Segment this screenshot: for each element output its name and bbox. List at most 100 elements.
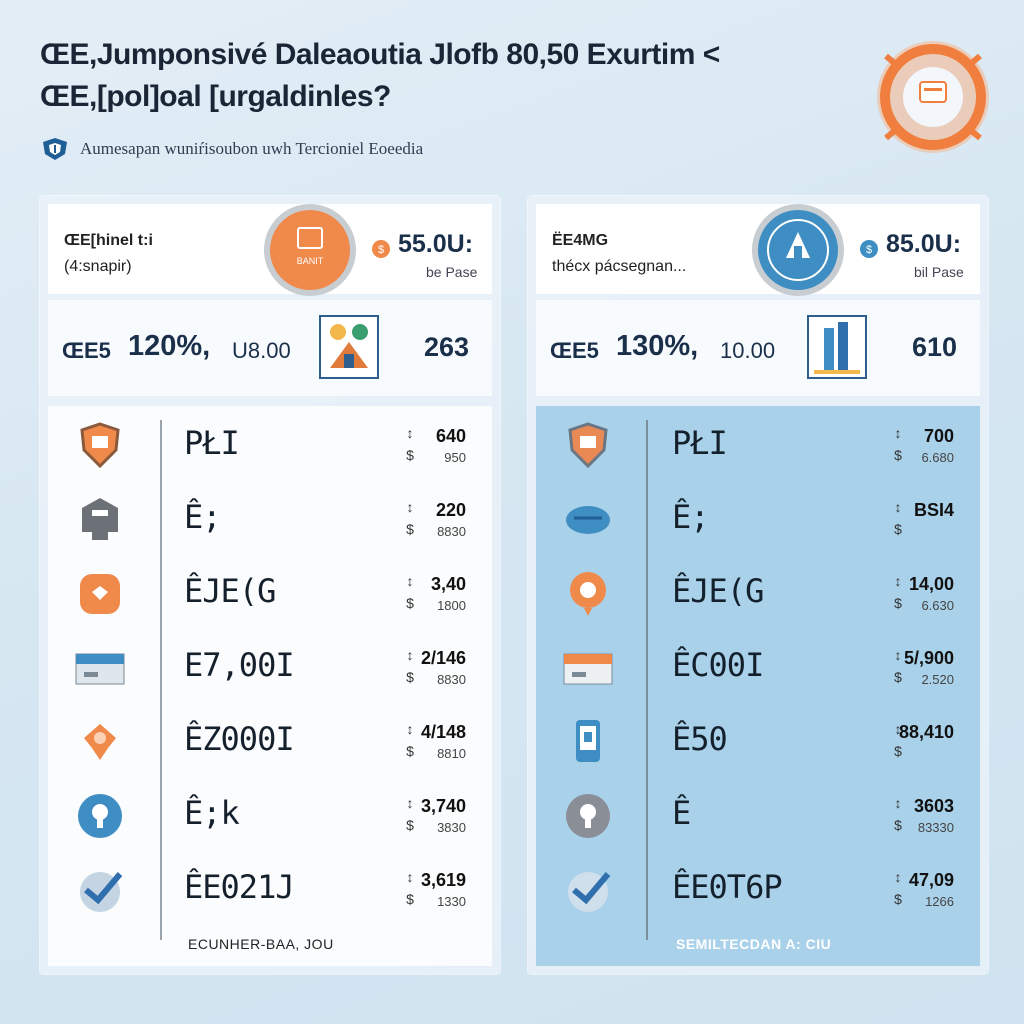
- list-item[interactable]: Ê ↕ $ 3603 83330: [536, 780, 980, 850]
- list-item-value: 220: [435, 500, 466, 520]
- plan-feature-list: PŁI ↕ $ 640 950 Ê; ↕ $ 220 8830 ÊJE(G ↕ $ 3…: [48, 406, 492, 966]
- summary-card: ŒE5 130%, 10.00 610: [536, 300, 980, 396]
- list-item[interactable]: ÊE0T6P ↕ $ 47,09 1266: [536, 854, 980, 924]
- list-item-subvalue: 1266: [925, 894, 954, 909]
- list-item-value: 700: [923, 426, 954, 446]
- plan-medal-text: BANIT: [297, 256, 324, 266]
- list-item-subvalue: 1800: [437, 598, 466, 613]
- list-item-value: 14,00: [908, 574, 954, 594]
- check-icon: [568, 872, 611, 912]
- badge-icon: [80, 574, 120, 614]
- list-item-value: 3,619: [420, 870, 466, 890]
- list-item[interactable]: Ê;k ↕ $ 3,740 3830: [48, 780, 492, 850]
- plan-feature-list: PŁI ↕ $ 700 6.680 Ê; ↕ $ BSI4 ÊJE(G ↕ $ 14,…: [536, 406, 980, 966]
- list-item[interactable]: Ê; ↕ $ BSI4: [536, 484, 980, 554]
- house-icon: [82, 498, 118, 540]
- dollar-icon: ↕ $: [894, 869, 902, 907]
- shield-icon: [568, 422, 608, 469]
- plan-column-right: ËE4MG thécx pácsegnan... $ 85.0U: bil Pa…: [528, 196, 988, 974]
- list-divider: [646, 420, 648, 940]
- list-item[interactable]: ÊE021J ↕ $ 3,619 1330: [48, 854, 492, 924]
- dollar-icon: ↕ $: [406, 721, 414, 759]
- list-item[interactable]: E7,00I ↕ $ 2/146 8830: [48, 632, 492, 702]
- dollar-icon: ↕ $: [406, 795, 414, 833]
- list-item-label: Ê;k: [184, 794, 240, 832]
- plan-price-period: bil Pase: [914, 264, 964, 280]
- dollar-icon: ↕ $: [406, 499, 414, 537]
- list-item[interactable]: Ê50 ↕ $ 88,410: [536, 706, 980, 776]
- list-item-label: Ê;: [672, 498, 710, 536]
- list-item-subvalue: 3830: [437, 820, 466, 835]
- list-item[interactable]: PŁI ↕ $ 640 950: [48, 410, 492, 480]
- list-item-subvalue: 2.520: [921, 672, 954, 687]
- list-item-value: 2/146: [420, 648, 466, 668]
- summary-count: 263: [424, 332, 470, 362]
- list-item[interactable]: ÊC00I ↕ $ 5/,900 2.520: [536, 632, 980, 702]
- list-item-subvalue: 8830: [437, 672, 466, 687]
- card-icon: [563, 653, 613, 685]
- plan-medal-icon: BANIT: [264, 204, 356, 296]
- phone-icon: [576, 720, 600, 762]
- plan-price: 85.0U:: [886, 230, 962, 258]
- bulb-icon: [78, 794, 122, 838]
- building-icon: [319, 315, 379, 379]
- list-item-label: PŁI: [672, 424, 728, 462]
- page-header: ŒE,Jumponsivé Daleaoutia Jlofb 80,50 Exu…: [40, 34, 820, 162]
- list-item-subvalue: 1330: [437, 894, 466, 909]
- list-item-label: ÊJE(G: [672, 572, 764, 610]
- shield-icon: [43, 138, 67, 160]
- dollar-icon: ↕ $: [406, 869, 414, 907]
- page-title-line-1: ŒE,Jumponsivé Daleaoutia Jlofb 80,50 Exu…: [40, 38, 720, 71]
- list-item-label: ÊE021J: [184, 868, 295, 906]
- plan-card[interactable]: ŒE[hinel t:i (4:snapir) BANIT $ 55.0U: b…: [48, 204, 492, 296]
- summary-card: ŒE5 120%, U8.00 263: [48, 300, 492, 396]
- summary-amount: 10.00: [720, 338, 776, 363]
- list-item-value: 5/,900: [903, 648, 954, 668]
- dollar-icon: ↕ $: [894, 721, 902, 759]
- plan-name: ŒE[hinel t:i: [64, 232, 153, 249]
- list-item-label: Ê: [672, 794, 691, 832]
- list-item-subvalue: 950: [444, 450, 466, 465]
- plan-price: 55.0U:: [398, 230, 474, 258]
- hand-icon: [84, 724, 116, 760]
- plan-card[interactable]: ËE4MG thécx pácsegnan... $ 85.0U: bil Pa…: [536, 204, 980, 296]
- summary-percentage: 120%,: [128, 330, 211, 362]
- check-icon: [80, 872, 123, 912]
- card-icon: [75, 653, 125, 685]
- svg-text:$: $: [866, 244, 872, 256]
- list-item[interactable]: PŁI ↕ $ 700 6.680: [536, 410, 980, 480]
- cloud-icon: [566, 506, 610, 534]
- list-item[interactable]: ÊJE(G ↕ $ 3,40 1800: [48, 558, 492, 628]
- list-item-value: 4/148: [420, 722, 466, 742]
- list-item-value: 3603: [913, 796, 954, 816]
- list-item-value: 3,40: [430, 574, 466, 594]
- plan-medal-icon: [752, 204, 844, 296]
- coin-icon: $: [372, 240, 390, 258]
- list-item-label: Ê;: [184, 498, 222, 536]
- list-item-label: E7,00I: [184, 646, 295, 684]
- list-item-label: ÊJE(G: [184, 572, 276, 610]
- plan-price-period: be Pase: [426, 264, 478, 280]
- list-item-label: Ê50: [672, 720, 728, 758]
- dollar-icon: ↕ $: [406, 647, 414, 685]
- shield-icon: [80, 422, 120, 469]
- page-title-line-2: ŒE,[pol]oal [urgaldinles?: [40, 80, 391, 113]
- summary-label: ŒE5: [62, 338, 111, 363]
- subtitle-row: Aumesapan wuniŕisoubon uwh Tercioniel Eo…: [40, 136, 820, 162]
- list-item[interactable]: Ê; ↕ $ 220 8830: [48, 484, 492, 554]
- summary-percentage: 130%,: [616, 330, 699, 362]
- list-item-value: 88,410: [898, 722, 954, 742]
- dollar-icon: ↕ $: [894, 573, 902, 611]
- list-item[interactable]: ÊJE(G ↕ $ 14,00 6.630: [536, 558, 980, 628]
- summary-label: ŒE5: [550, 338, 599, 363]
- dollar-icon: ↕ $: [894, 647, 902, 685]
- page-subtitle: Aumesapan wuniŕisoubon uwh Tercioniel Eo…: [80, 139, 424, 158]
- list-item-label: ÊE0T6P: [672, 868, 783, 906]
- list-item-value: 3,740: [420, 796, 466, 816]
- dollar-icon: ↕ $: [406, 573, 414, 611]
- list-item[interactable]: ÊZ000I ↕ $ 4/148 8810: [48, 706, 492, 776]
- bulb-icon: [566, 794, 610, 838]
- plan-subtitle: thécx pácsegnan...: [552, 258, 687, 275]
- list-item-value: 640: [435, 426, 466, 446]
- summary-amount: U8.00: [232, 338, 291, 363]
